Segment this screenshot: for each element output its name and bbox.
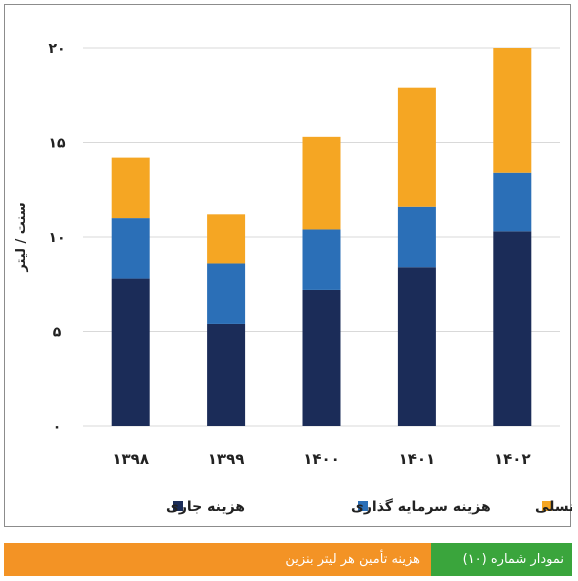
bar-segment	[111, 157, 150, 219]
y-tick-label: ۰	[53, 419, 62, 435]
y-tick-label: ۵	[53, 325, 62, 341]
chart-number-label: نمودار شماره (۱۰)	[431, 543, 572, 576]
bar-segment	[207, 263, 246, 324]
legend-swatch	[173, 501, 183, 511]
bar-segment	[207, 214, 246, 264]
bar-segment	[302, 229, 341, 290]
y-tick-label: ۲۰	[48, 41, 65, 57]
y-tick-label: ۱۵	[48, 136, 66, 152]
legend-label: هزینه سرمایه گذاری	[351, 498, 491, 515]
bar-segment	[302, 136, 341, 230]
x-tick-label: ۱۴۰۲	[494, 450, 531, 468]
chart-caption-title: هزینه تأمین هر لیتر بنزین	[285, 552, 420, 567]
bar-segment	[397, 206, 436, 268]
bar-segment	[111, 218, 150, 279]
bar-segment	[493, 48, 532, 173]
bar-segment	[397, 87, 436, 207]
stacked-bar-chart: ۰ ۵ ۱۰ ۱۵ ۲۰ سنت / لیتر ۱۳۹۸ ۱۳۹۹ ۱۴۰۰ ۱۴۰۱ ۱۴۰۲ سه…	[14, 41, 572, 515]
y-tick-label: ۱۰	[48, 230, 65, 246]
bar-segment	[207, 323, 246, 426]
bar-segment	[493, 231, 532, 426]
bar-segment	[111, 278, 150, 426]
bar-segment	[397, 267, 436, 426]
chart-frame: ۰ ۵ ۱۰ ۱۵ ۲۰ سنت / لیتر ۱۳۹۸ ۱۳۹۹ ۱۴۰۰ ۱۴۰۱ ۱۴۰۲ سه…	[4, 4, 572, 527]
bar-segment	[302, 289, 341, 426]
x-tick-label: ۱۴۰۱	[399, 450, 436, 468]
bar-segment	[493, 172, 532, 232]
x-tick-label: ۱۳۹۸	[112, 450, 149, 468]
y-axis-label: سنت / لیتر	[14, 202, 29, 272]
legend-swatch	[358, 501, 368, 511]
legend-label: هزینه جاری	[166, 499, 245, 515]
caption-bar: نمودار شماره (۱۰) هزینه تأمین هر لیتر بن…	[4, 543, 572, 576]
legend-label: سهم بین نسلی	[535, 499, 572, 515]
x-tick-label: ۱۳۹۹	[208, 450, 245, 468]
x-tick-label: ۱۴۰۰	[303, 450, 340, 468]
legend-swatch	[542, 501, 552, 511]
